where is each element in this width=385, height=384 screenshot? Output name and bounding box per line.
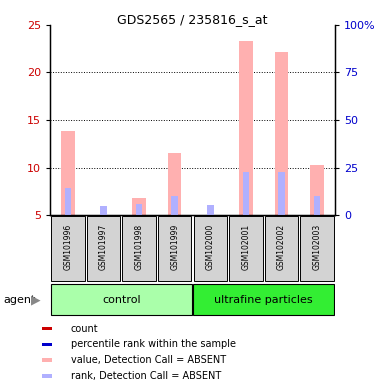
Text: GSM101998: GSM101998 (135, 224, 144, 270)
FancyBboxPatch shape (87, 217, 120, 281)
Bar (207, 205, 214, 215)
Text: ultrafine particles: ultrafine particles (214, 295, 313, 305)
Text: GSM101996: GSM101996 (64, 224, 72, 270)
Text: ▶: ▶ (31, 293, 40, 306)
Bar (278, 172, 285, 215)
Text: percentile rank within the sample: percentile rank within the sample (71, 339, 236, 349)
FancyBboxPatch shape (229, 217, 263, 281)
Text: GSM102002: GSM102002 (277, 224, 286, 270)
Text: count: count (71, 324, 98, 334)
Bar (168, 153, 181, 215)
Bar (310, 165, 324, 215)
FancyBboxPatch shape (122, 217, 156, 281)
Bar (42, 374, 52, 378)
Bar (132, 198, 146, 215)
Text: agent: agent (4, 295, 36, 305)
Bar (239, 41, 253, 215)
Text: GSM101999: GSM101999 (170, 224, 179, 270)
Text: value, Detection Call = ABSENT: value, Detection Call = ABSENT (71, 355, 226, 365)
Bar (275, 51, 288, 215)
Bar (65, 189, 71, 215)
Text: rank, Detection Call = ABSENT: rank, Detection Call = ABSENT (71, 371, 221, 381)
FancyBboxPatch shape (193, 284, 335, 315)
Text: GSM101997: GSM101997 (99, 224, 108, 270)
FancyBboxPatch shape (194, 217, 227, 281)
FancyBboxPatch shape (300, 217, 334, 281)
Text: control: control (102, 295, 141, 305)
Text: GSM102000: GSM102000 (206, 224, 215, 270)
Text: GDS2565 / 235816_s_at: GDS2565 / 235816_s_at (117, 13, 268, 26)
FancyBboxPatch shape (51, 217, 85, 281)
FancyBboxPatch shape (50, 284, 192, 315)
Bar (243, 172, 249, 215)
Text: GSM102001: GSM102001 (241, 224, 250, 270)
Text: GSM102003: GSM102003 (313, 224, 321, 270)
Bar (100, 205, 107, 215)
FancyBboxPatch shape (158, 217, 191, 281)
Bar (136, 204, 142, 215)
Bar (42, 359, 52, 362)
Bar (171, 196, 178, 215)
Bar (42, 343, 52, 346)
FancyBboxPatch shape (265, 217, 298, 281)
Bar (42, 327, 52, 330)
Bar (314, 196, 320, 215)
Bar (61, 131, 75, 215)
